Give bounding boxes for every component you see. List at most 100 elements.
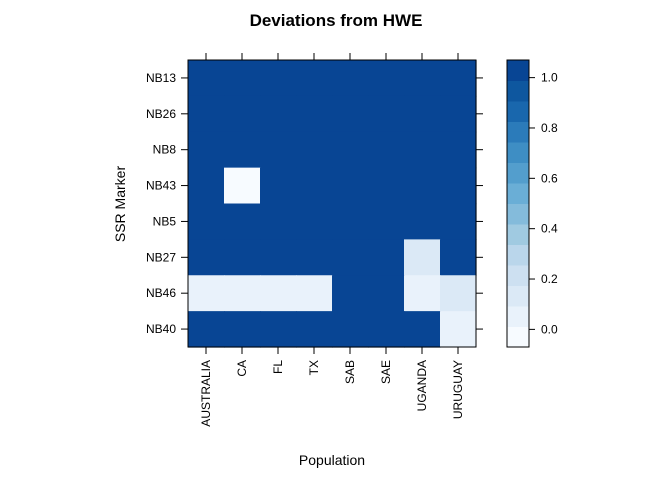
- heatmap-cell-NB43-URUGUAY: [440, 167, 477, 205]
- heatmap-cell-NB27-AUSTRALIA: [188, 239, 225, 276]
- color-key-swatch: [507, 306, 529, 327]
- heatmap-cell-NB43-AUSTRALIA: [188, 167, 225, 205]
- color-key-swatch: [507, 183, 529, 204]
- heatmap-cell-NB8-URUGUAY: [440, 131, 477, 169]
- heatmap-cell-NB40-UGANDA: [404, 311, 441, 348]
- heatmap-cell-NB26-SAE: [368, 95, 405, 133]
- heatmap-cell-NB5-SAE: [368, 203, 405, 240]
- chart-title: Deviations from HWE: [250, 11, 423, 30]
- heatmap-cell-NB8-SAE: [368, 131, 405, 169]
- color-key-swatch: [507, 101, 529, 122]
- y-tick-label: NB40: [146, 322, 176, 336]
- x-tick-label: CA: [235, 360, 249, 377]
- heatmap-cell-NB5-TX: [296, 203, 333, 240]
- heatmap-cell-NB8-AUSTRALIA: [188, 131, 225, 169]
- heatmap-cell-NB26-FL: [260, 95, 297, 133]
- color-key-swatch: [507, 244, 529, 266]
- heatmap-cell-NB26-AUSTRALIA: [188, 95, 225, 133]
- color-key-swatch: [507, 285, 529, 307]
- heatmap-cell-NB5-SAB: [332, 203, 369, 240]
- heatmap-cell-NB46-SAE: [368, 275, 405, 312]
- heatmap-cell-NB27-UGANDA: [404, 239, 441, 276]
- heatmap-cell-NB40-URUGUAY: [440, 311, 477, 348]
- y-tick-label: NB5: [153, 214, 177, 228]
- heatmap-cell-NB8-UGANDA: [404, 131, 441, 169]
- heatmap-cell-NB8-SAB: [332, 131, 369, 169]
- heatmap-cell-NB13-URUGUAY: [440, 60, 477, 97]
- heatmap-cell-NB13-UGANDA: [404, 60, 441, 97]
- heatmap-cell-NB46-SAB: [332, 275, 369, 312]
- heatmap-cell-NB13-SAB: [332, 60, 369, 97]
- heatmap-cell-NB27-FL: [260, 239, 297, 276]
- heatmap-cell-NB27-CA: [224, 239, 261, 276]
- y-tick-label: NB8: [153, 143, 177, 157]
- heatmap-cell-NB26-CA: [224, 95, 261, 133]
- heatmap-cell-NB8-CA: [224, 131, 261, 169]
- heatmap-cells: [188, 60, 477, 348]
- heatmap-cell-NB5-UGANDA: [404, 203, 441, 240]
- color-key-swatch: [507, 162, 529, 184]
- y-tick-label: NB26: [146, 107, 176, 121]
- color-key-swatch: [507, 224, 529, 245]
- heatmap-cell-NB46-CA: [224, 275, 261, 312]
- heatmap-cell-NB43-FL: [260, 167, 297, 205]
- heatmap-cell-NB5-URUGUAY: [440, 203, 477, 240]
- heatmap-cell-NB40-FL: [260, 311, 297, 348]
- y-tick-label: NB46: [146, 286, 176, 300]
- heatmap-cell-NB13-CA: [224, 60, 261, 97]
- heatmap-cell-NB26-URUGUAY: [440, 95, 477, 133]
- heatmap-cell-NB46-AUSTRALIA: [188, 275, 225, 312]
- heatmap-cell-NB43-UGANDA: [404, 167, 441, 205]
- heatmap-cell-NB26-TX: [296, 95, 333, 133]
- heatmap-cell-NB13-SAE: [368, 60, 405, 97]
- heatmap-cell-NB27-SAE: [368, 239, 405, 276]
- color-key-tick-label: 0.2: [541, 272, 558, 286]
- x-tick-label: FL: [271, 360, 285, 374]
- heatmap-cell-NB43-TX: [296, 167, 333, 205]
- color-key-swatch: [507, 265, 529, 286]
- heatmap-cell-NB5-CA: [224, 203, 261, 240]
- color-key-swatch: [507, 121, 529, 143]
- heatmap-cell-NB40-SAB: [332, 311, 369, 348]
- x-tick-label: UGANDA: [415, 360, 429, 411]
- heatmap-cell-NB8-FL: [260, 131, 297, 169]
- heatmap-cell-NB5-FL: [260, 203, 297, 240]
- heatmap-cell-NB40-SAE: [368, 311, 405, 348]
- color-key-swatch: [507, 142, 529, 163]
- heatmap-cell-NB46-UGANDA: [404, 275, 441, 312]
- panel-frame: [187, 59, 477, 348]
- color-key-tick-label: 0.4: [541, 222, 558, 236]
- heatmap-cell-NB27-TX: [296, 239, 333, 276]
- heatmap-cell-NB43-SAB: [332, 167, 369, 205]
- heatmap-cell-NB27-URUGUAY: [440, 239, 477, 276]
- color-key-tick-label: 1.0: [541, 71, 558, 85]
- heatmap-cell-NB8-TX: [296, 131, 333, 169]
- y-axis-label: SSR Marker: [112, 166, 128, 243]
- heatmap-cell-NB43-CA: [224, 167, 261, 205]
- color-key-tick-label: 0.8: [541, 121, 558, 135]
- heatmap-cell-NB5-AUSTRALIA: [188, 203, 225, 240]
- heatmap-cell-NB40-TX: [296, 311, 333, 348]
- heatmap-cell-NB26-UGANDA: [404, 95, 441, 133]
- heatmap-cell-NB40-AUSTRALIA: [188, 311, 225, 348]
- color-key-swatch: [507, 60, 529, 81]
- y-tick-label: NB43: [146, 179, 176, 193]
- heatmap-cell-NB46-TX: [296, 275, 333, 312]
- y-tick-label: NB27: [146, 250, 176, 264]
- x-tick-label: AUSTRALIA: [199, 360, 213, 427]
- heatmap-cell-NB26-SAB: [332, 95, 369, 133]
- color-key-tick-label: 0.0: [541, 322, 558, 336]
- x-tick-label: TX: [307, 360, 321, 375]
- heatmap-cell-NB13-AUSTRALIA: [188, 60, 225, 97]
- heatmap-cell-NB46-FL: [260, 275, 297, 312]
- y-tick-label: NB13: [146, 71, 176, 85]
- heatmap-cell-NB27-SAB: [332, 239, 369, 276]
- heatmap-cell-NB13-FL: [260, 60, 297, 97]
- heatmap-cell-NB43-SAE: [368, 167, 405, 205]
- x-tick-label: SAB: [343, 360, 357, 384]
- heatmap-cell-NB13-TX: [296, 60, 333, 97]
- color-key-swatch: [507, 203, 529, 225]
- x-tick-label: URUGUAY: [451, 360, 465, 419]
- x-tick-label: SAE: [379, 360, 393, 384]
